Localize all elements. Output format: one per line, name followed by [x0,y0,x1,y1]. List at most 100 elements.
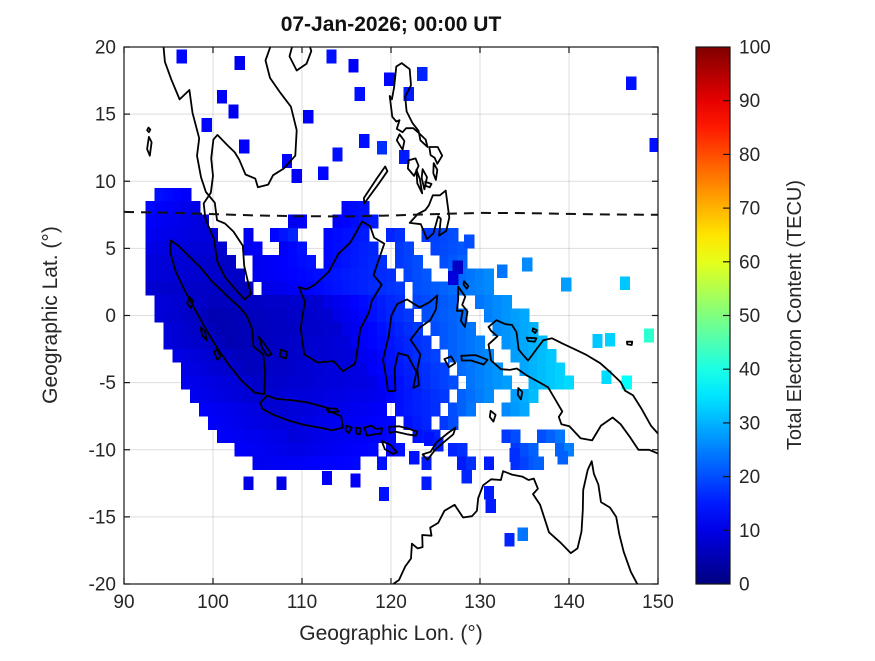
tec-tile [243,241,254,256]
tec-tile [181,375,192,390]
tec-tile [261,322,272,336]
coastline-madura [325,407,340,414]
tec-tile [483,268,495,283]
tec-tile [474,375,486,390]
coastline-halmahera [456,285,469,328]
tec-tile [501,335,512,350]
tec-tile [190,281,201,296]
tec-tile [287,429,299,444]
tec-tile [341,335,352,350]
tec-tile [287,335,299,350]
tec-tile [261,442,272,457]
coastline-morotai [462,280,470,290]
tec-tile [483,281,495,296]
tec-tile [163,335,174,350]
tec-tile [546,362,557,377]
coastline-indochina-malay [162,47,298,301]
tec-tile [350,322,361,336]
tec-tile [234,308,245,323]
tec-tile [154,281,165,296]
tec-tile [172,295,183,309]
coastline-palawan [363,165,389,205]
tec-tile [626,76,637,91]
tec-tile [332,375,343,390]
tec-tile [234,268,245,283]
tec-tile [368,348,379,363]
tec-tile [376,295,388,309]
tec-tile [510,456,521,471]
colorbar-tick-label: 30 [739,413,760,434]
tec-tile [261,362,272,377]
tec-tile [154,268,165,283]
tec-tile [385,375,397,390]
x-tick-label: 100 [197,592,229,613]
tec-tile [252,295,263,309]
tec-tile [385,228,397,242]
tec-tile [145,254,156,269]
coastline-lombok [354,426,362,436]
tec-tile [225,375,236,390]
tec-tile [270,254,281,269]
tec-tile [519,322,530,336]
tec-tile [243,348,254,363]
tec-tile [430,402,441,417]
tec-tile [326,49,337,64]
tec-tile [474,335,486,350]
tec-tile [323,456,334,471]
tec-tile [252,241,263,256]
tec-tile [350,241,361,256]
tec-tile [270,322,281,336]
tec-tile [465,389,477,403]
tec-tile [359,268,370,283]
tec-tile [546,429,557,444]
tec-tile [216,389,228,403]
tec-tile [225,295,236,309]
tec-tile [303,109,314,124]
tec-tile [323,281,334,296]
tec-tile [172,348,183,363]
tec-tile [563,442,575,457]
tec-tile [163,308,174,323]
tec-tile [368,389,379,403]
tec-tile [384,72,395,87]
tec-tile [421,348,432,363]
tec-tile [234,415,245,430]
tec-tile [341,268,352,283]
tec-tile [216,375,228,390]
tec-tile [403,402,414,417]
tec-tile [296,268,308,283]
tec-tile [190,348,201,363]
tec-tile [403,322,414,336]
tec-tile [501,295,512,309]
tec-tile [261,295,272,309]
tec-tile [145,281,156,296]
tec-tile [332,268,343,283]
tec-tile [421,456,432,471]
tec-tile [376,429,388,444]
tec-tile [287,402,299,417]
tec-tile [163,322,174,336]
tec-tile [430,228,441,242]
tec-tile [154,201,165,216]
tec-tile [376,415,388,430]
tec-tile [261,402,272,417]
axis-tick-layer: 90 100 110 120 130 140 150 -20 -15 -10 -5 0 5 10 15 20 [89,38,674,614]
tec-tile [350,214,361,229]
tec-tile [225,322,236,336]
tec-tile [341,415,352,430]
tec-tile [216,295,228,309]
coastline-andaman-islands [146,136,153,157]
tec-tile [279,402,290,417]
y-tick-label: 15 [95,105,116,126]
tec-tile [261,335,272,350]
tec-tile [368,241,379,256]
tec-tile [198,375,210,390]
tec-tile [430,429,441,444]
tec-tile [359,254,370,269]
x-axis-label: Geographic Lon. (°) [299,622,483,645]
tec-tile [457,335,468,350]
tec-tile [368,254,379,269]
tec-tile [412,348,423,363]
tec-tile [252,335,263,350]
